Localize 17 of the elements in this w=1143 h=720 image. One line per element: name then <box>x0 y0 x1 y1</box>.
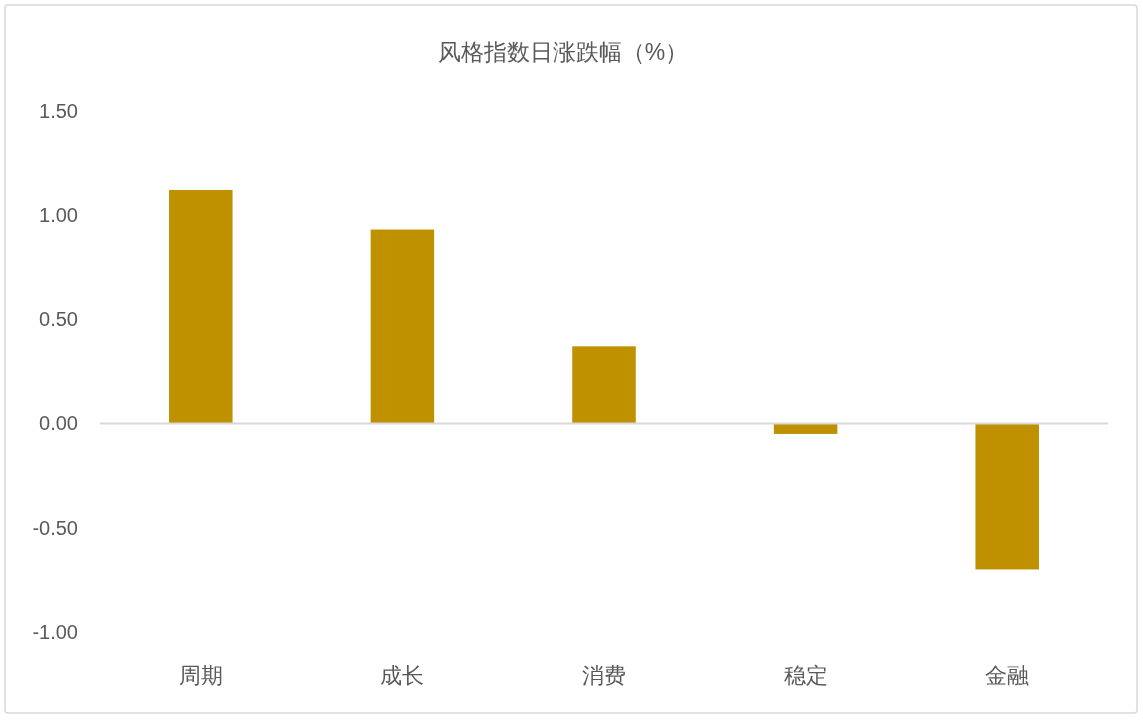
chart-title: 风格指数日涨跌幅（%） <box>437 39 689 65</box>
bar <box>169 189 233 424</box>
x-tick-label: 稳定 <box>783 662 828 688</box>
bar <box>773 423 838 434</box>
x-tick-label: 周期 <box>178 662 223 688</box>
x-tick-label: 成长 <box>380 662 425 688</box>
y-tick-label: -0.50 <box>32 516 78 539</box>
y-tick-label: 1.50 <box>39 99 78 122</box>
bar <box>975 423 1039 570</box>
x-tick-label: 消费 <box>582 662 626 688</box>
bar <box>370 229 435 424</box>
y-tick-label: 0.50 <box>39 308 78 331</box>
bar <box>572 346 636 424</box>
y-tick-label: -1.00 <box>32 621 78 643</box>
y-tick-label: 1.00 <box>39 203 78 226</box>
x-tick-label: 金融 <box>985 662 1030 688</box>
y-tick-label: 0.00 <box>39 412 78 435</box>
